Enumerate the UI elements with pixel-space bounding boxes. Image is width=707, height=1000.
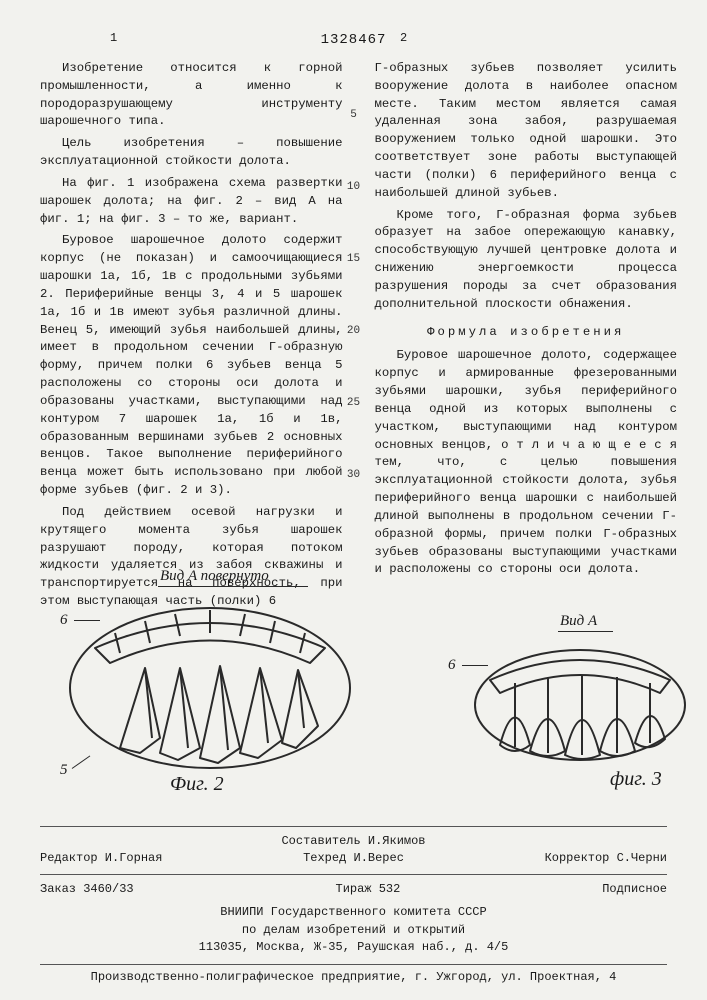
footer: Производственно-полиграфическое предприя… xyxy=(40,960,667,986)
page: 1 1328467 2 5 10 15 20 25 30 Изобретение… xyxy=(0,0,707,1000)
leader-line xyxy=(462,665,488,666)
tirag: Тираж 532 xyxy=(336,881,401,898)
column-number-right: 2 xyxy=(400,30,407,47)
figure-3: Вид A xyxy=(460,615,690,790)
patent-number: 1328467 xyxy=(321,30,387,50)
paragraph: Изобретение относится к горной промышлен… xyxy=(40,60,343,131)
right-column: Г-образных зубьев позволяет усилить воор… xyxy=(375,60,678,615)
figure-2: Вид A повернуто xyxy=(60,570,360,790)
rule xyxy=(40,874,667,875)
left-column: Изобретение относится к горной промышлен… xyxy=(40,60,343,615)
text-columns: Изобретение относится к горной промышлен… xyxy=(40,60,677,615)
fig3-view-label: Вид A xyxy=(560,611,597,633)
leader-line xyxy=(74,620,100,621)
korrektor: Корректор С.Черни xyxy=(545,850,667,867)
paragraph: Буровое шарошечное долото содержит корпу… xyxy=(40,232,343,499)
colophon: Составитель И.Якимов Редактор И.Горная Т… xyxy=(40,820,667,956)
figure-2-svg xyxy=(60,588,360,788)
rule xyxy=(40,964,667,965)
callout-5: 5 xyxy=(60,760,68,782)
org-address: ВНИИПИ Государственного комитета СССР по… xyxy=(40,904,667,956)
fig2-caption: Фиг. 2 xyxy=(170,770,224,799)
print-row: Заказ 3460/33 Тираж 532 Подписное xyxy=(40,881,667,898)
sostavitel: Составитель И.Якимов xyxy=(40,833,667,850)
column-number-left: 1 xyxy=(110,30,117,47)
callout-6: 6 xyxy=(448,655,456,677)
underline xyxy=(558,631,613,632)
redaktor: Редактор И.Горная xyxy=(40,850,162,867)
fig3-caption: фиг. 3 xyxy=(610,765,662,794)
figure-3-svg xyxy=(460,635,690,775)
paragraph: Г-образных зубьев позволяет усилить воор… xyxy=(375,60,678,203)
rule xyxy=(40,826,667,827)
printer-line: Производственно-полиграфическое предприя… xyxy=(40,969,667,986)
fig2-view-label: Вид A повернуто xyxy=(160,566,269,588)
paragraph: На фиг. 1 изображена схема развертки шар… xyxy=(40,175,343,228)
underline xyxy=(158,586,308,587)
paragraph: Цель изобретения – повышение эксплуатаци… xyxy=(40,135,343,171)
credits-row: Редактор И.Горная Техред И.Верес Коррект… xyxy=(40,850,667,867)
formula-text: Буровое шарошечное долото, содержащее ко… xyxy=(375,347,678,579)
zakaz: Заказ 3460/33 xyxy=(40,881,134,898)
callout-6: 6 xyxy=(60,610,68,632)
formula-heading: Формула изобретения xyxy=(375,324,678,342)
paragraph: Кроме того, Г-образная форма зубьев обра… xyxy=(375,207,678,314)
tehred: Техред И.Верес xyxy=(303,850,404,867)
figures-area: Вид A повернуто xyxy=(40,570,677,800)
podpisnoe: Подписное xyxy=(602,881,667,898)
